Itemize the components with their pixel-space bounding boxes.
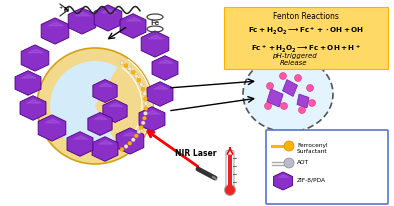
Polygon shape (109, 103, 123, 107)
Polygon shape (27, 100, 41, 103)
Polygon shape (297, 94, 309, 108)
Text: ZIF-8/PDA: ZIF-8/PDA (297, 178, 326, 183)
Polygon shape (38, 115, 66, 141)
Text: NIR Laser: NIR Laser (175, 150, 217, 158)
Polygon shape (68, 8, 96, 34)
Polygon shape (45, 119, 60, 123)
Circle shape (137, 130, 141, 134)
Circle shape (124, 64, 128, 68)
Circle shape (37, 48, 153, 164)
Polygon shape (123, 132, 138, 136)
FancyBboxPatch shape (226, 151, 234, 192)
Circle shape (141, 121, 145, 125)
Text: Ferrocenyl
Surfactant: Ferrocenyl Surfactant (297, 143, 328, 154)
Circle shape (266, 82, 273, 89)
FancyBboxPatch shape (224, 7, 388, 69)
Circle shape (225, 185, 236, 195)
Polygon shape (148, 35, 164, 39)
Text: $\mathbf{Fc^+ + H_2O_2 \longrightarrow Fc + OH + H^+}$: $\mathbf{Fc^+ + H_2O_2 \longrightarrow F… (251, 44, 361, 55)
Circle shape (279, 73, 286, 80)
Circle shape (284, 158, 294, 168)
Circle shape (134, 134, 138, 138)
Circle shape (143, 116, 147, 120)
Text: AOT: AOT (297, 160, 309, 165)
Polygon shape (92, 137, 118, 161)
Polygon shape (20, 96, 46, 120)
Polygon shape (41, 18, 69, 44)
Text: $\mathbf{Fc + H_2O_2 \longrightarrow Fc^+ + \cdot OH + OH}$: $\mathbf{Fc + H_2O_2 \longrightarrow Fc^… (248, 26, 364, 37)
Polygon shape (147, 82, 173, 106)
Polygon shape (139, 107, 165, 131)
Circle shape (294, 75, 301, 82)
Polygon shape (159, 60, 173, 63)
Polygon shape (94, 5, 122, 31)
Polygon shape (21, 45, 49, 71)
Circle shape (143, 97, 147, 101)
Polygon shape (146, 111, 160, 114)
Circle shape (143, 92, 147, 96)
Circle shape (128, 67, 132, 71)
Polygon shape (116, 128, 144, 154)
Text: $^+$N: $^+$N (57, 5, 69, 15)
Circle shape (307, 84, 314, 91)
Polygon shape (22, 75, 36, 78)
Polygon shape (48, 22, 63, 26)
Circle shape (131, 138, 135, 142)
Circle shape (131, 70, 135, 74)
Circle shape (134, 74, 138, 78)
Polygon shape (74, 136, 88, 139)
Circle shape (309, 99, 316, 107)
Polygon shape (75, 12, 90, 16)
Text: pH-triggered
Release: pH-triggered Release (271, 53, 316, 66)
Circle shape (144, 102, 148, 105)
Text: Fe: Fe (151, 20, 160, 26)
Polygon shape (103, 99, 127, 123)
Circle shape (139, 83, 143, 87)
Polygon shape (267, 89, 283, 107)
Circle shape (264, 103, 271, 110)
Circle shape (120, 61, 124, 65)
FancyBboxPatch shape (266, 130, 388, 204)
Circle shape (281, 103, 288, 110)
Polygon shape (67, 132, 93, 156)
Polygon shape (278, 175, 289, 177)
Polygon shape (28, 49, 43, 53)
Polygon shape (94, 116, 108, 119)
Polygon shape (154, 86, 168, 89)
Circle shape (137, 78, 141, 82)
Polygon shape (126, 18, 141, 21)
Polygon shape (99, 83, 112, 87)
Circle shape (124, 144, 128, 149)
Polygon shape (282, 80, 297, 96)
Circle shape (120, 147, 124, 151)
Polygon shape (141, 31, 169, 57)
Polygon shape (88, 112, 112, 136)
Circle shape (139, 125, 143, 129)
Polygon shape (15, 71, 41, 95)
Polygon shape (273, 172, 292, 190)
Wedge shape (50, 61, 117, 151)
Circle shape (299, 107, 305, 114)
Text: Fenton Reactions: Fenton Reactions (273, 12, 339, 21)
Polygon shape (120, 14, 146, 38)
Polygon shape (93, 80, 117, 102)
FancyBboxPatch shape (228, 154, 232, 190)
Circle shape (128, 141, 132, 145)
Ellipse shape (243, 56, 333, 132)
Polygon shape (98, 141, 113, 144)
Circle shape (144, 107, 148, 110)
Circle shape (141, 87, 145, 91)
Circle shape (284, 141, 294, 151)
Polygon shape (152, 56, 178, 80)
Polygon shape (101, 9, 116, 13)
Circle shape (143, 111, 147, 115)
